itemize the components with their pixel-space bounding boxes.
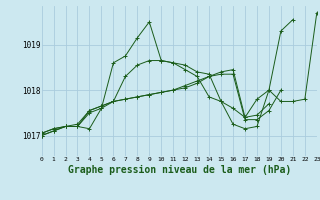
X-axis label: Graphe pression niveau de la mer (hPa): Graphe pression niveau de la mer (hPa) <box>68 165 291 175</box>
